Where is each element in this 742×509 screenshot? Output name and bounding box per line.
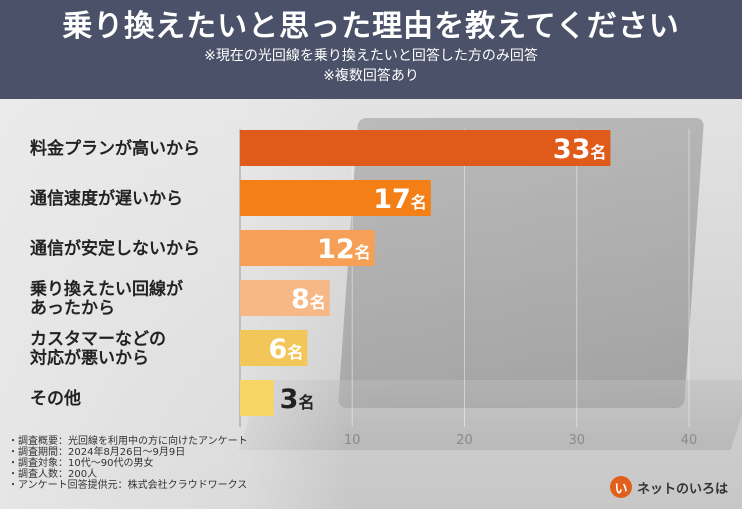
note-source: ・アンケート回答提供元：株式会社クラウドワークス [8, 480, 248, 491]
bar-4 [240, 280, 330, 316]
note-overview: ・調査概要：光回線を利用中の方に向けたアンケート [8, 436, 248, 447]
category-label-1: 料金プランが高いから [30, 138, 200, 159]
category-label-line: 通信が安定しないから [30, 238, 200, 259]
survey-notes: ・調査概要：光回線を利用中の方に向けたアンケート ・調査期間：2024年8月26… [8, 436, 248, 491]
category-label-line: 通信速度が遅いから [30, 188, 183, 209]
note-target: ・調査対象：10代～90代の男女 [8, 458, 154, 469]
value-unit: 名 [310, 293, 326, 312]
category-label-line: その他 [30, 388, 81, 409]
title-banner: 乗り換えたいと思った理由を教えてください ※現在の光回線を乗り換えたいと回答した… [0, 0, 742, 99]
value-unit: 名 [287, 343, 303, 362]
value-label-1: 33名 [553, 134, 607, 165]
category-label-line: 乗り換えたい回線が [29, 279, 183, 300]
subtitle-condition: ※現在の光回線を乗り換えたいと回答した方のみ回答 [204, 48, 538, 64]
category-label-line: 料金プランが高いから [30, 138, 200, 159]
value-label-6: 3名 [280, 384, 315, 415]
category-label-5: カスタマーなどの対応が悪いから [29, 330, 166, 369]
category-label-4: 乗り換えたい回線があったから [29, 279, 183, 319]
category-label-line: カスタマーなどの [30, 330, 166, 350]
value-number: 3 [280, 384, 299, 415]
note-count: ・調査人数：200人 [8, 469, 98, 480]
value-number: 33 [553, 134, 591, 165]
x-tick-label-40: 40 [681, 433, 698, 448]
category-label-3: 通信が安定しないから [30, 238, 200, 259]
value-number: 12 [317, 234, 355, 265]
chart-title: 乗り換えたいと思った理由を教えてください [62, 9, 680, 44]
value-unit: 名 [411, 193, 427, 212]
value-label-5: 6名 [269, 334, 304, 365]
value-unit: 名 [298, 393, 314, 412]
x-tick-label-10: 10 [344, 433, 361, 448]
bar-2 [240, 180, 431, 216]
x-tick-label-20: 20 [456, 433, 473, 448]
bar-6 [240, 380, 274, 416]
category-label-2: 通信速度が遅いから [30, 188, 183, 209]
value-label-4: 8名 [291, 284, 326, 315]
value-unit: 名 [355, 243, 371, 262]
value-label-3: 12名 [317, 234, 371, 265]
category-label-6: その他 [30, 388, 81, 409]
brand-logo: い ネットのいろは [610, 474, 728, 500]
value-number: 8 [291, 284, 310, 315]
bar-1 [240, 130, 611, 166]
value-unit: 名 [590, 143, 606, 162]
subtitle-multiple-answers: ※複数回答あり [323, 68, 419, 84]
bar-5 [240, 330, 308, 366]
logo-text: ネットのいろは [637, 481, 729, 497]
note-period: ・調査期間：2024年8月26日～9月9日 [8, 447, 186, 458]
category-label-line: 対応が悪いから [29, 348, 149, 369]
bar-3 [240, 230, 375, 266]
value-label-2: 17名 [373, 184, 427, 215]
logo-mark-icon: い [610, 476, 632, 498]
value-number: 6 [269, 334, 288, 365]
x-tick-label-30: 30 [568, 433, 585, 448]
value-number: 17 [373, 184, 411, 215]
category-label-line: あったから [30, 299, 115, 319]
